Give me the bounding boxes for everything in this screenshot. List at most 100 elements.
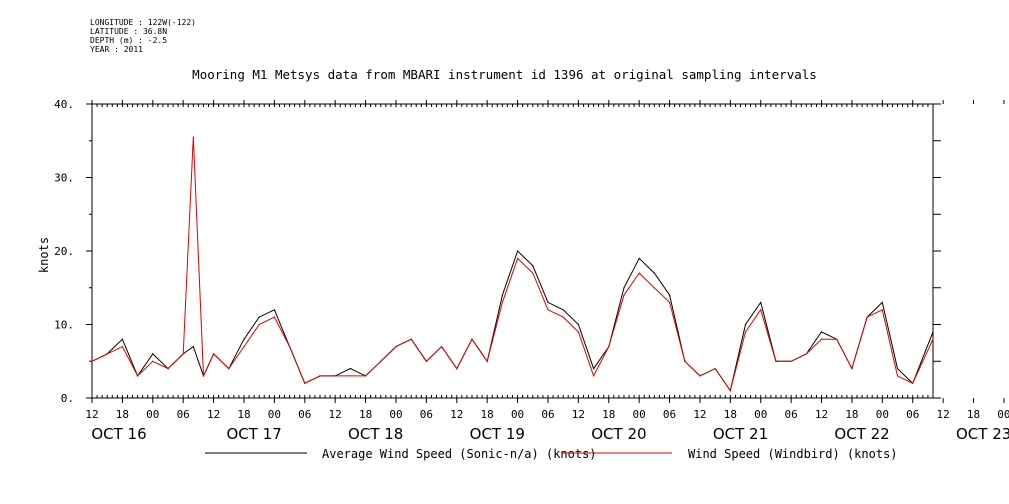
- y-tick-label: 10.: [54, 319, 74, 332]
- metadata-block: LONGITUDE : 122W(-122) LATITUDE : 36.8N …: [90, 18, 196, 54]
- point-windbird: [532, 272, 534, 274]
- y-tick-label: 40.: [54, 98, 74, 111]
- x-tick-label: 00: [268, 408, 281, 421]
- point-windbird: [319, 375, 321, 377]
- x-tick-label: 06: [541, 408, 554, 421]
- date-label: OCT 19: [470, 425, 525, 443]
- point-windbird: [684, 360, 686, 362]
- x-tick-label: 06: [785, 408, 798, 421]
- point-windbird: [167, 368, 169, 370]
- legend: Average Wind Speed (Sonic-n/a) (knots) W…: [205, 447, 898, 461]
- point-average: [760, 301, 762, 304]
- date-label: OCT 20: [591, 425, 646, 443]
- point-average: [501, 294, 503, 296]
- point-windbird: [820, 338, 823, 340]
- x-tick-label: 00: [997, 408, 1009, 421]
- point-windbird: [364, 375, 367, 377]
- point-windbird: [866, 316, 868, 318]
- longitude-text: LONGITUDE : 122W(-122): [90, 18, 196, 27]
- series-layer: [91, 136, 934, 392]
- point-windbird: [805, 353, 807, 355]
- legend-label-average: Average Wind Speed (Sonic-n/a) (knots): [322, 447, 597, 461]
- point-windbird: [623, 294, 625, 296]
- point-average: [273, 309, 275, 311]
- date-label: OCT 21: [713, 425, 768, 443]
- point-windbird: [851, 368, 853, 370]
- point-windbird: [912, 382, 914, 384]
- point-windbird: [349, 375, 351, 377]
- point-windbird: [932, 338, 934, 340]
- chart-title: Mooring M1 Metsys data from MBARI instru…: [192, 67, 817, 82]
- point-windbird: [334, 375, 336, 377]
- point-windbird: [91, 360, 93, 362]
- point-windbird: [668, 301, 671, 304]
- x-tick-label: 12: [815, 408, 828, 421]
- y-tick-label: 20.: [54, 245, 74, 258]
- point-windbird: [456, 368, 458, 370]
- point-windbird: [501, 301, 503, 304]
- point-windbird: [699, 375, 701, 377]
- date-label: OCT 23: [956, 425, 1009, 443]
- point-average: [638, 257, 640, 259]
- point-windbird: [202, 375, 205, 377]
- point-windbird: [486, 360, 488, 362]
- point-average: [562, 309, 564, 311]
- point-average: [592, 368, 595, 370]
- point-windbird: [638, 272, 640, 274]
- point-windbird: [760, 309, 762, 311]
- point-windbird: [592, 375, 595, 377]
- date-label: OCT 16: [91, 425, 146, 443]
- point-windbird: [577, 331, 579, 333]
- x-tick-label: 18: [481, 408, 494, 421]
- point-windbird: [896, 375, 899, 377]
- point-windbird: [471, 338, 473, 340]
- point-windbird: [228, 368, 230, 370]
- x-tick-label: 00: [389, 408, 402, 421]
- point-windbird: [243, 345, 245, 348]
- legend-label-windbird: Wind Speed (Windbird) (knots): [688, 447, 898, 461]
- x-tick-label: 18: [359, 408, 372, 421]
- point-windbird: [881, 309, 883, 311]
- x-tick-label: 12: [450, 408, 463, 421]
- date-label: OCT 18: [348, 425, 403, 443]
- point-average: [243, 338, 245, 340]
- point-average: [653, 272, 655, 274]
- point-windbird: [152, 360, 154, 362]
- x-tick-label: 12: [85, 408, 98, 421]
- point-windbird: [136, 375, 139, 377]
- point-average: [881, 301, 883, 304]
- point-windbird: [516, 257, 519, 259]
- x-tick-label: 18: [237, 408, 250, 421]
- x-tick-label: 18: [116, 408, 129, 421]
- point-windbird: [425, 360, 427, 362]
- point-windbird: [775, 360, 777, 362]
- point-average: [577, 323, 579, 326]
- point-average: [532, 265, 534, 267]
- point-average: [121, 338, 123, 340]
- y-axis-label: knots: [37, 237, 51, 273]
- x-tick-label: 06: [298, 408, 311, 421]
- x-tick-label: 18: [845, 408, 858, 421]
- point-windbird: [836, 338, 838, 340]
- point-average: [516, 250, 519, 252]
- point-windbird: [608, 345, 610, 348]
- point-windbird: [258, 323, 260, 326]
- point-average: [668, 294, 671, 296]
- y-tick-label: 30.: [54, 172, 74, 185]
- point-average: [547, 301, 549, 304]
- point-windbird: [380, 360, 382, 362]
- point-average: [744, 323, 747, 326]
- x-tick-label: 06: [177, 408, 190, 421]
- latitude-text: LATITUDE : 36.8N: [90, 27, 168, 36]
- x-tick-label: 12: [329, 408, 342, 421]
- x-tick-label: 18: [724, 408, 737, 421]
- point-windbird: [304, 382, 306, 384]
- point-average: [896, 368, 899, 370]
- point-average: [349, 368, 351, 370]
- x-tick-label: 00: [876, 408, 889, 421]
- year-text: YEAR : 2011: [90, 45, 143, 54]
- point-windbird: [790, 360, 792, 362]
- point-windbird: [106, 353, 108, 355]
- point-windbird: [562, 316, 564, 318]
